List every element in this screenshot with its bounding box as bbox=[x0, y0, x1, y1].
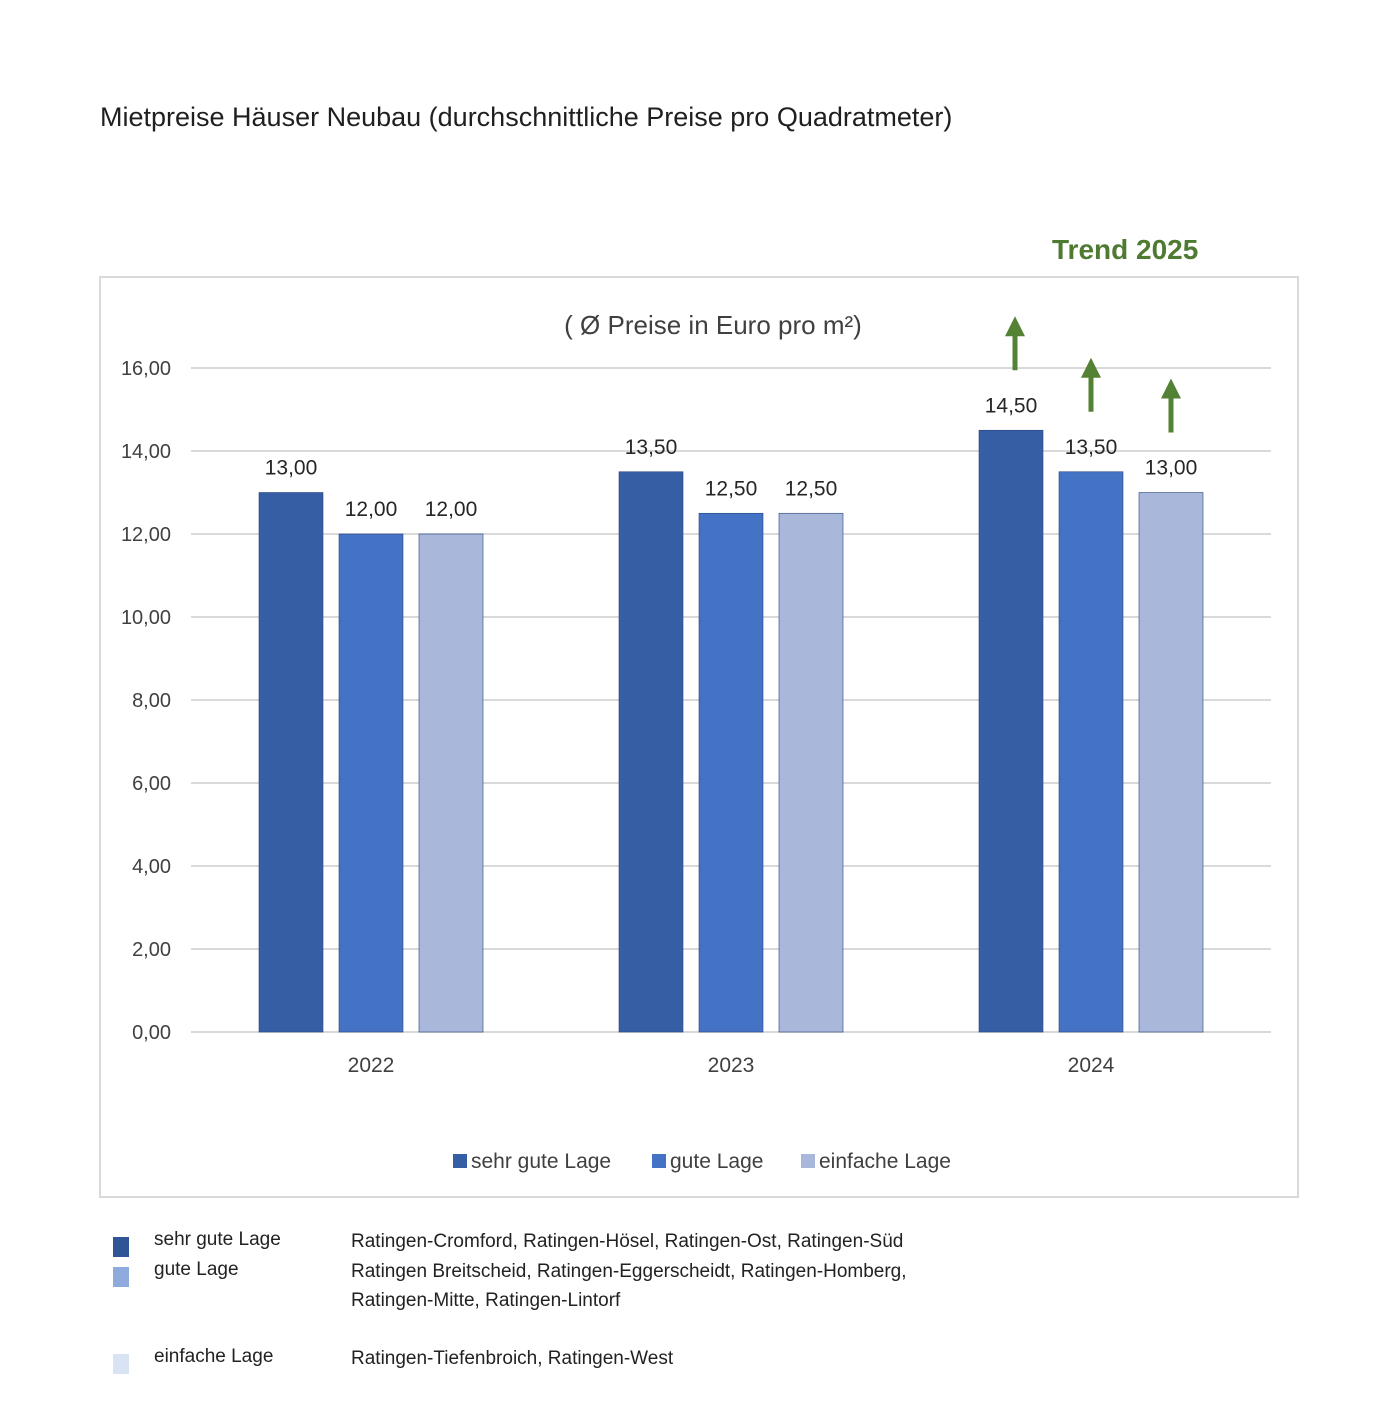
legend-label: einfache Lage bbox=[819, 1150, 951, 1173]
chart-frame: 13,00 12,00 12,00 13,50 12,50 12,50 14,50 13,50… bbox=[99, 276, 1299, 1198]
y-tick-label: 0,00 bbox=[132, 1022, 171, 1044]
legend-item: sehr gute Lage bbox=[453, 1150, 611, 1173]
data-label: 13,00 bbox=[265, 457, 318, 480]
axis-labels: 0,00 2,00 4,00 6,00 8,00 10,00 12,00 14,00 16,00… bbox=[121, 358, 1115, 1077]
bar bbox=[1138, 492, 1204, 1033]
data-label: 12,50 bbox=[785, 477, 838, 500]
bar bbox=[978, 429, 1044, 1033]
legend-item: einfache Lage bbox=[801, 1150, 951, 1173]
chart-legend: sehr gute Lage gute Lage einfache Lage bbox=[453, 1150, 951, 1173]
key-places-line: Ratingen-Mitte, Ratingen-Lintorf bbox=[351, 1290, 621, 1311]
bar bbox=[418, 533, 484, 1033]
legend-swatch bbox=[801, 1154, 815, 1168]
x-tick-label: 2024 bbox=[1068, 1054, 1115, 1077]
key-places-line: Ratingen Breitscheid, Ratingen-Eggersche… bbox=[351, 1261, 907, 1282]
data-label: 13,50 bbox=[1065, 436, 1118, 459]
legend-swatch bbox=[453, 1154, 467, 1168]
bar-chart: 13,00 12,00 12,00 13,50 12,50 12,50 14,50 13,50… bbox=[121, 310, 1271, 1173]
key-name: einfache Lage bbox=[154, 1346, 274, 1367]
legend-item: gute Lage bbox=[652, 1150, 763, 1173]
bar bbox=[1058, 471, 1124, 1033]
data-labels: 13,00 12,00 12,00 13,50 12,50 12,50 14,50 13,50… bbox=[265, 394, 1198, 521]
bars bbox=[258, 429, 1204, 1033]
data-label: 12,00 bbox=[345, 498, 398, 521]
page-title: Mietpreise Häuser Neubau (durchschnittli… bbox=[100, 102, 953, 132]
trend-arrow-head bbox=[1005, 316, 1025, 337]
x-tick-label: 2022 bbox=[348, 1054, 395, 1077]
trend-arrows bbox=[1005, 316, 1181, 433]
bar bbox=[338, 533, 404, 1033]
legend-swatch bbox=[652, 1154, 666, 1168]
y-tick-label: 6,00 bbox=[132, 773, 171, 795]
y-tick-label: 10,00 bbox=[121, 607, 171, 629]
legend-label: gute Lage bbox=[670, 1150, 763, 1173]
trend-arrow-icon bbox=[1161, 378, 1181, 433]
key-swatch-sehr-gute-lage bbox=[113, 1237, 129, 1257]
y-tick-label: 14,00 bbox=[121, 441, 171, 463]
y-tick-label: 12,00 bbox=[121, 524, 171, 546]
data-label: 12,50 bbox=[705, 477, 758, 500]
key-name: sehr gute Lage bbox=[154, 1229, 281, 1250]
y-tick-label: 2,00 bbox=[132, 939, 171, 961]
data-label: 12,00 bbox=[425, 498, 478, 521]
trend-arrow-icon bbox=[1005, 316, 1025, 371]
trend-arrow-head bbox=[1081, 357, 1101, 378]
data-label: 14,50 bbox=[985, 394, 1038, 417]
y-tick-label: 16,00 bbox=[121, 358, 171, 380]
key-swatch-gute-lage bbox=[113, 1267, 129, 1287]
bar bbox=[618, 471, 684, 1033]
bar bbox=[258, 492, 324, 1033]
y-tick-label: 4,00 bbox=[132, 856, 171, 878]
trend-title: Trend 2025 bbox=[1052, 234, 1199, 265]
chart-title: ( Ø Preise in Euro pro m²) bbox=[564, 310, 862, 340]
y-tick-label: 8,00 bbox=[132, 690, 171, 712]
key-places-line: Ratingen-Tiefenbroich, Ratingen-West bbox=[351, 1348, 674, 1369]
key-swatch-einfache-lage bbox=[113, 1354, 129, 1374]
x-tick-label: 2023 bbox=[708, 1054, 755, 1077]
legend-label: sehr gute Lage bbox=[471, 1150, 611, 1173]
bar bbox=[698, 512, 764, 1033]
key-name: gute Lage bbox=[154, 1259, 239, 1280]
location-key: sehr gute Lage Ratingen-Cromford, Rating… bbox=[110, 1225, 1010, 1385]
trend-arrow-icon bbox=[1081, 357, 1101, 412]
key-places-line: Ratingen-Cromford, Ratingen-Hösel, Ratin… bbox=[351, 1231, 904, 1252]
trend-arrow-head bbox=[1161, 378, 1181, 399]
data-label: 13,00 bbox=[1145, 457, 1198, 480]
data-label: 13,50 bbox=[625, 436, 678, 459]
bar bbox=[778, 512, 844, 1033]
